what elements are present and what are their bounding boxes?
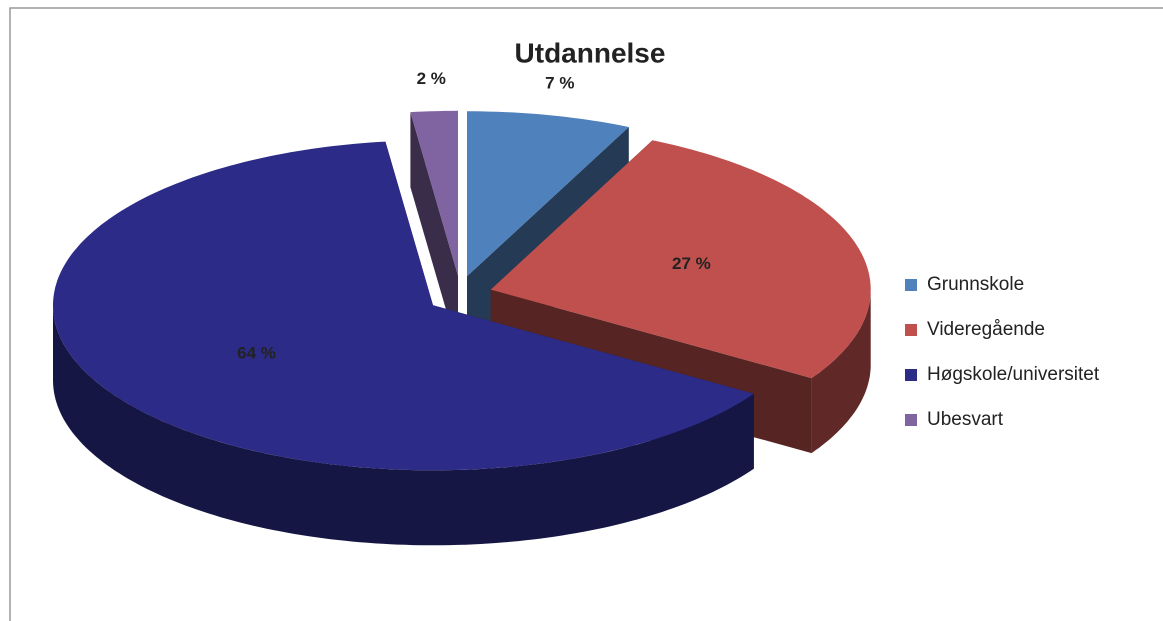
legend-label: Ubesvart [927, 409, 1004, 430]
legend-swatch [905, 324, 917, 336]
slice [53, 141, 754, 471]
slice-wall [53, 305, 754, 546]
chart-title: Utdannelse [515, 37, 666, 68]
value-label: 2 % [417, 69, 446, 88]
slice [410, 110, 458, 276]
legend-swatch [905, 414, 917, 426]
legend-label: Høgskole/universitet [927, 364, 1100, 385]
value-label: 64 % [237, 343, 276, 362]
slice [467, 111, 629, 277]
value-label: 27 % [672, 254, 711, 273]
slice-side [410, 112, 458, 351]
legend-swatch [905, 279, 917, 291]
legend-label: Grunnskole [927, 274, 1024, 295]
legend-swatch [905, 369, 917, 381]
slice [490, 140, 871, 379]
legend-label: Videregående [927, 319, 1045, 340]
value-label: 7 % [545, 73, 574, 92]
slice-wall [811, 289, 871, 454]
